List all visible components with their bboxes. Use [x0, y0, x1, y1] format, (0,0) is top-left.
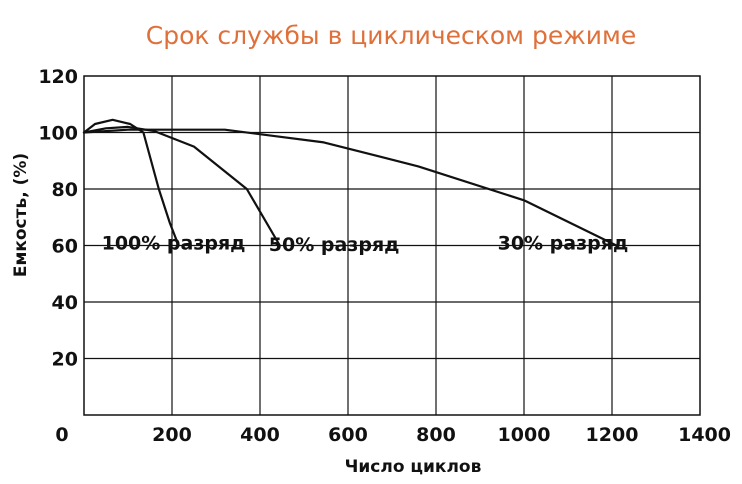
- x-tick-labels: 0 200 400 600 800 1000 1200 1400: [55, 424, 731, 446]
- x-tick-label: 1000: [498, 424, 551, 446]
- y-tick-label: 80: [52, 179, 78, 201]
- y-tick-label: 20: [52, 349, 78, 371]
- y-tick-label: 60: [52, 236, 78, 258]
- y-tick-labels: 20 40 60 80 100 120: [38, 66, 78, 371]
- y-tick-label: 100: [38, 123, 78, 145]
- y-axis-label: Емкость, (%): [11, 153, 31, 277]
- x-tick-label: 1400: [678, 424, 731, 446]
- series-label: 50% разряд: [269, 234, 400, 256]
- series-line: [82, 128, 618, 247]
- chart-title: Срок службы в циклическом режиме: [146, 21, 636, 50]
- series-curves: [82, 118, 618, 247]
- x-tick-label: 1200: [586, 424, 639, 446]
- x-tick-label: 200: [152, 424, 192, 446]
- x-tick-label: 800: [416, 424, 456, 446]
- plot-frame: [83, 75, 701, 416]
- x-tick-label: 600: [328, 424, 368, 446]
- series-line: [82, 125, 281, 247]
- x-tick-label: 400: [240, 424, 280, 446]
- grid-layer: [83, 75, 701, 416]
- x-tick-label: 0: [55, 424, 68, 446]
- series-label: 100% разряд: [102, 233, 246, 255]
- x-axis-label: Число циклов: [345, 457, 482, 477]
- series-label: 30% разряд: [498, 233, 629, 255]
- y-tick-label: 120: [38, 66, 78, 88]
- series-line: [82, 118, 180, 247]
- series-labels: 100% разряд 50% разряд 30% разряд: [102, 233, 629, 256]
- y-tick-label: 40: [52, 292, 78, 314]
